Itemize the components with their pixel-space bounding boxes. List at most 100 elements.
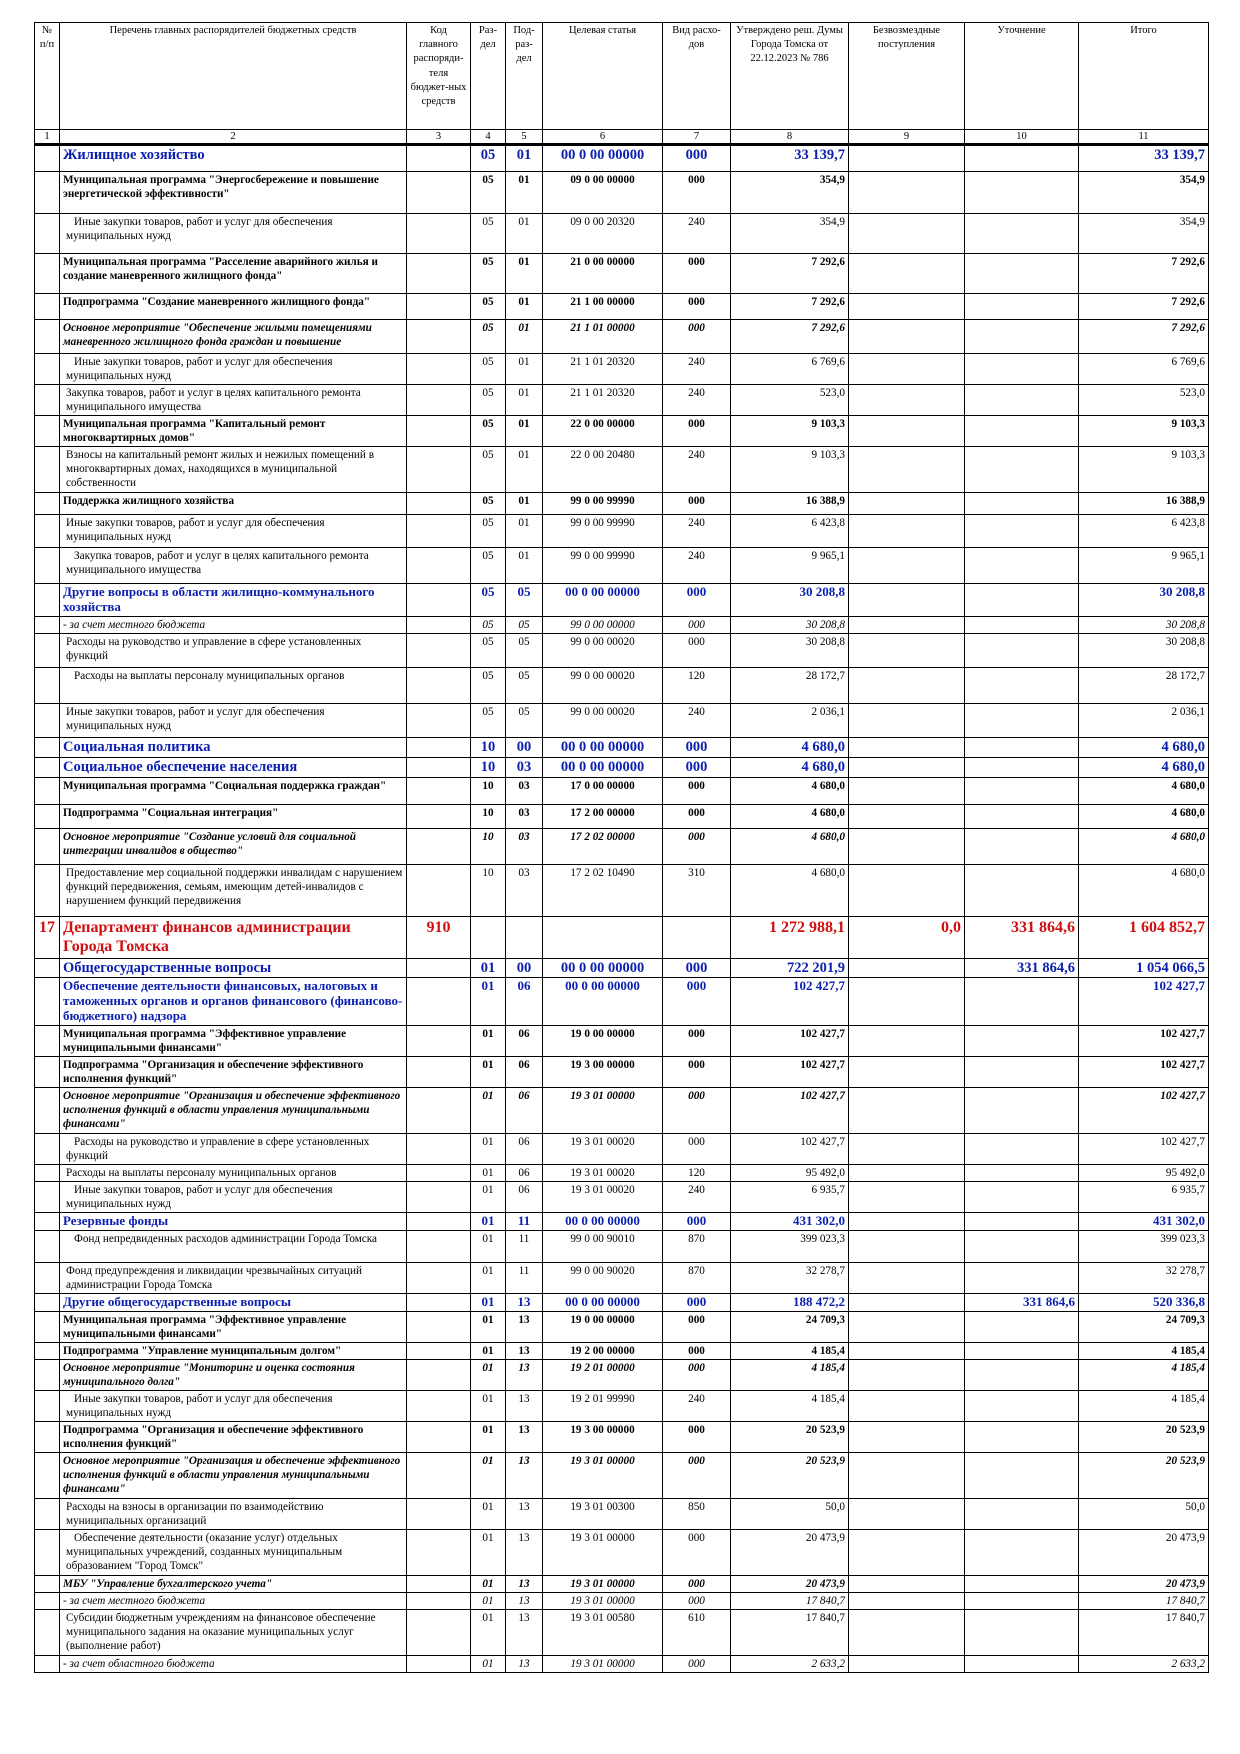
row-number: 17 [34,915,60,959]
subsection-code: 13 [505,1655,543,1674]
target-article: 99 0 00 00020 [542,702,663,738]
adjustment-amount [964,547,1079,584]
adjustment-amount [964,977,1079,1027]
total-amount: 354,9 [1078,213,1209,254]
grbs-code [406,1609,471,1657]
approved-amount: 4 185,4 [730,1342,849,1361]
adjustment-amount [964,1655,1079,1674]
adjustment-amount [964,1056,1079,1089]
gratuitous-amount [848,1359,965,1392]
grbs-code [406,702,471,738]
gratuitous-amount [848,213,965,254]
gratuitous-amount [848,1421,965,1454]
row-name: МБУ "Управление бухгалтерского учета" [59,1575,407,1594]
expense-type: 240 [662,1181,731,1214]
subsection-code: 03 [505,863,543,917]
total-amount: 523,0 [1078,384,1209,416]
section-code: 05 [470,415,506,447]
adjustment-amount: 331 864,6 [964,957,1079,979]
grbs-code [406,1087,471,1135]
subsection-code: 01 [505,384,543,416]
grbs-code [406,213,471,254]
approved-amount: 33 139,7 [730,144,849,172]
approved-amount: 95 492,0 [730,1164,849,1183]
adjustment-amount [964,583,1079,617]
gratuitous-amount [848,756,965,778]
section-code: 01 [470,1025,506,1058]
subsection-code: 06 [505,1056,543,1089]
subsection-code: 00 [505,957,543,979]
grbs-code [406,353,471,385]
row-name: Основное мероприятие "Создание условий д… [59,827,407,865]
row-name: Подпрограмма "Организация и обеспечение … [59,1421,407,1454]
table-row: Основное мероприятие "Создание условий д… [34,827,1209,865]
target-article: 19 3 00 00000 [542,1056,663,1089]
table-row: Основное мероприятие "Организация и обес… [34,1452,1209,1500]
expense-type: 000 [662,583,731,617]
total-amount: 9 103,3 [1078,446,1209,493]
expense-type: 240 [662,514,731,548]
table-row: Иные закупки товаров, работ и услуг для … [34,702,1209,738]
total-amount: 33 139,7 [1078,144,1209,172]
expense-type: 120 [662,1164,731,1183]
header-subsection: Под-раз-дел [505,22,543,130]
row-name: Закупка товаров, работ и услуг в целях к… [59,547,407,584]
row-number [34,1655,60,1674]
gratuitous-amount [848,253,965,294]
col-num-6: 6 [542,129,663,146]
subsection-code: 01 [505,171,543,214]
expense-type: 310 [662,863,731,917]
approved-amount: 20 523,9 [730,1452,849,1500]
row-name: Иные закупки товаров, работ и услуг для … [59,1390,407,1423]
total-amount: 2 036,1 [1078,702,1209,738]
section-code: 05 [470,293,506,320]
section-code: 05 [470,583,506,617]
section-code: 05 [470,144,506,172]
adjustment-amount [964,253,1079,294]
subsection-code: 13 [505,1452,543,1500]
row-name: Подпрограмма "Управление муниципальным д… [59,1342,407,1361]
subsection-code: 13 [505,1342,543,1361]
subsection-code: 01 [505,293,543,320]
section-code: 05 [470,702,506,738]
col-num-11: 11 [1078,129,1209,146]
section-code: 05 [470,514,506,548]
approved-amount: 6 769,6 [730,353,849,385]
section-code: 05 [470,446,506,493]
target-article: 19 3 01 00000 [542,1655,663,1674]
section-code: 01 [470,1087,506,1135]
row-name: Жилищное хозяйство [59,144,407,172]
subsection-code: 01 [505,144,543,172]
adjustment-amount [964,803,1079,829]
header-total: Итого [1078,22,1209,130]
target-article: 19 3 01 00020 [542,1181,663,1214]
header-gratuitous: Безвозмездные поступления [848,22,965,130]
grbs-code [406,1230,471,1264]
row-number [34,632,60,668]
grbs-code [406,1212,471,1232]
subsection-code: 13 [505,1609,543,1657]
table-row: Социальное обеспечение населения 10 03 00 0… [34,756,1209,778]
adjustment-amount [964,632,1079,668]
adjustment-amount [964,293,1079,320]
grbs-code [406,1164,471,1183]
row-number [34,1498,60,1531]
adjustment-amount [964,353,1079,385]
row-name: Муниципальная программа "Эффективное упр… [59,1311,407,1344]
table-row: Обеспечение деятельности финансовых, нал… [34,977,1209,1027]
total-amount: 16 388,9 [1078,492,1209,515]
approved-amount: 102 427,7 [730,1025,849,1058]
total-amount: 4 680,0 [1078,803,1209,829]
gratuitous-amount [848,1181,965,1214]
row-number [34,171,60,214]
subsection-code: 06 [505,1025,543,1058]
row-number [34,666,60,704]
total-amount: 20 523,9 [1078,1421,1209,1454]
total-amount: 399 023,3 [1078,1230,1209,1264]
gratuitous-amount [848,492,965,515]
row-number [34,1293,60,1313]
table-row: Социальная политика 10 00 00 0 00 00000 000 4… [34,736,1209,758]
grbs-code [406,1181,471,1214]
expense-type: 000 [662,1359,731,1392]
col-num-5: 5 [505,129,543,146]
